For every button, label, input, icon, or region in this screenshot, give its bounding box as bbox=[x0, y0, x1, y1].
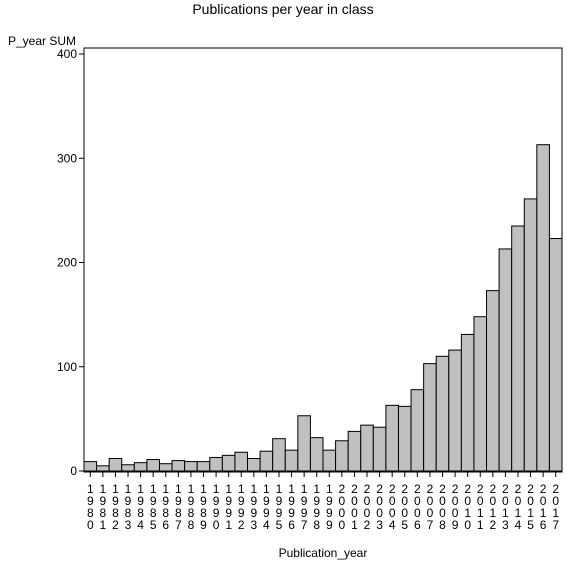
x-axis-label: Publication_year bbox=[279, 546, 368, 560]
bar bbox=[184, 461, 198, 472]
bar bbox=[335, 440, 349, 472]
bar bbox=[309, 437, 324, 472]
y-tick-label: 400 bbox=[57, 47, 77, 61]
bar bbox=[548, 238, 563, 472]
bar bbox=[146, 459, 160, 472]
bar bbox=[96, 465, 110, 472]
bars bbox=[83, 144, 563, 472]
bar bbox=[473, 316, 488, 472]
bar bbox=[259, 450, 274, 472]
bar bbox=[511, 225, 525, 472]
bar bbox=[360, 424, 374, 472]
bar bbox=[284, 449, 299, 472]
bar bbox=[347, 430, 362, 472]
bar bbox=[196, 461, 211, 472]
bar bbox=[209, 456, 223, 472]
bar bbox=[158, 463, 173, 472]
bar bbox=[83, 461, 98, 472]
bar bbox=[435, 355, 450, 472]
bar bbox=[108, 457, 123, 472]
bar bbox=[448, 349, 462, 472]
bar bbox=[247, 457, 261, 472]
y-tick-label: 300 bbox=[57, 151, 77, 165]
bar bbox=[410, 389, 425, 472]
y-axis: 0 100 200 300 400 bbox=[57, 47, 84, 478]
chart-title: Publications per year in class bbox=[192, 1, 373, 17]
y-axis-label: P_year SUM bbox=[8, 34, 76, 48]
bar bbox=[234, 451, 249, 472]
y-tick-label: 200 bbox=[57, 256, 77, 270]
bar bbox=[523, 198, 538, 472]
y-tick-label: 100 bbox=[57, 360, 77, 374]
bar bbox=[297, 415, 311, 472]
bar bbox=[372, 426, 387, 472]
bar bbox=[272, 438, 286, 472]
bar bbox=[171, 460, 186, 472]
x-axis-ticks: 1 9 8 0 1 9 8 1 1 9 8 2 1 9 8 3 1 9 8 4 1 9 8 5 1 9 8 6 1 9 8 7 1 9 8 8 1 9 8 9… bbox=[87, 472, 559, 532]
bar bbox=[121, 464, 135, 472]
bar bbox=[221, 454, 236, 472]
bar bbox=[385, 404, 399, 472]
bar bbox=[322, 449, 337, 472]
bar bbox=[423, 363, 437, 472]
bar bbox=[397, 405, 412, 472]
bar bbox=[498, 248, 513, 472]
bar bbox=[536, 144, 550, 472]
y-tick-label: 0 bbox=[70, 464, 77, 478]
bar bbox=[486, 290, 500, 472]
bar bbox=[460, 333, 475, 472]
bar bbox=[133, 462, 148, 472]
